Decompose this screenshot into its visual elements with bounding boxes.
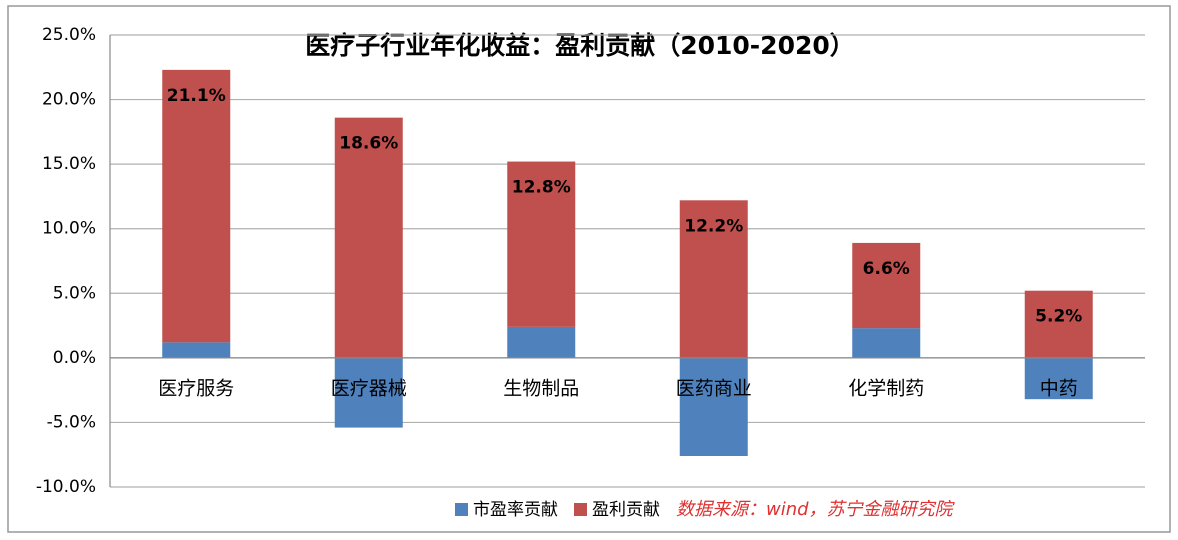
x-tick-label: 生物制品 (503, 377, 579, 399)
y-tick-label: 10.0% (42, 219, 96, 239)
legend-swatch (455, 503, 468, 516)
y-tick-label: 5.0% (53, 283, 96, 303)
bar-segment (852, 328, 921, 358)
bar-segment (1024, 290, 1093, 358)
value-label: 12.8% (512, 178, 571, 198)
source-note: 数据来源：wind，苏宁金融研究院 (676, 499, 956, 520)
x-tick-label: 中药 (1040, 377, 1078, 399)
y-tick-label: 20.0% (42, 90, 96, 110)
x-tick-label: 医药商业 (676, 377, 752, 399)
x-tick-label: 化学制药 (848, 377, 924, 399)
chart-title: 医疗子行业年化收益：盈利贡献（2010-2020） (305, 31, 855, 60)
value-label: 6.6% (863, 259, 910, 279)
x-tick-label: 医疗器械 (331, 377, 407, 399)
y-tick-label: 0.0% (53, 348, 96, 368)
bar-segment (162, 69, 231, 343)
y-tick-label: 15.0% (42, 154, 96, 174)
bar-segment (679, 200, 748, 358)
bar-segment (162, 342, 231, 358)
legend-label: 市盈率贡献 (473, 500, 558, 520)
legend-label: 盈利贡献 (592, 500, 660, 520)
bar-segment (334, 357, 403, 428)
y-tick-label: 25.0% (42, 25, 96, 45)
bar-segment (507, 161, 576, 327)
value-label: 12.2% (684, 216, 743, 236)
bar-segment (334, 117, 403, 358)
bar-segment (852, 242, 921, 329)
value-label: 21.1% (167, 86, 226, 106)
value-label: 18.6% (339, 134, 398, 154)
legend-swatch (574, 503, 587, 516)
x-tick-label: 医疗服务 (158, 377, 234, 399)
bar-segment (507, 326, 576, 358)
y-tick-label: -10.0% (36, 477, 96, 497)
bar-segment (1024, 357, 1093, 400)
bar-segment (679, 357, 748, 457)
y-tick-label: -5.0% (47, 412, 96, 432)
value-label: 5.2% (1035, 307, 1082, 327)
